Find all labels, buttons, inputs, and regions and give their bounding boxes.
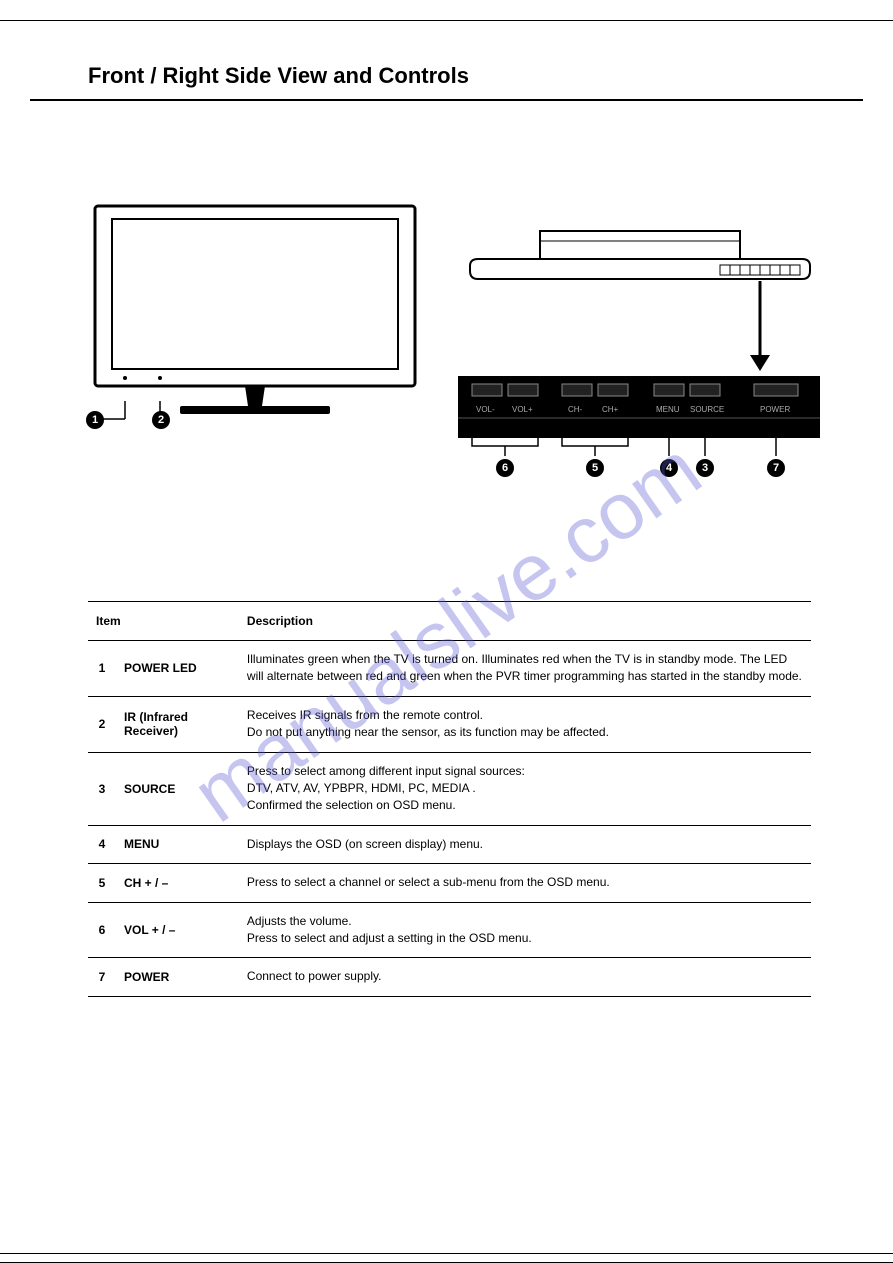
- table-row: 3 SOURCE Press to select among different…: [88, 752, 811, 825]
- table-row: 4 MENU Displays the OSD (on screen displ…: [88, 825, 811, 863]
- row-num: 6: [88, 902, 116, 958]
- callout-3: 3: [696, 459, 714, 477]
- row-desc: Receives IR signals from the remote cont…: [239, 696, 811, 752]
- controls-table: Item Description 1 POWER LED Illuminates…: [88, 601, 811, 997]
- row-desc: Press to select among different input si…: [239, 752, 811, 825]
- panel-label-ch-plus: CH+: [602, 405, 618, 414]
- table-row: 2 IR (Infrared Receiver) Receives IR sig…: [88, 696, 811, 752]
- row-num: 7: [88, 958, 116, 996]
- row-desc: Connect to power supply.: [239, 958, 811, 996]
- table-row: 1 POWER LED Illuminates green when the T…: [88, 641, 811, 697]
- panel-label-ch-minus: CH-: [568, 405, 582, 414]
- row-name: SOURCE: [116, 752, 239, 825]
- row-desc: Illuminates green when the TV is turned …: [239, 641, 811, 697]
- row-num: 2: [88, 696, 116, 752]
- row-desc: Adjusts the volume.Press to select and a…: [239, 902, 811, 958]
- table-row: 6 VOL + / – Adjusts the volume.Press to …: [88, 902, 811, 958]
- th-description: Description: [239, 602, 811, 641]
- row-name: VOL + / –: [116, 902, 239, 958]
- row-num: 4: [88, 825, 116, 863]
- row-desc: Displays the OSD (on screen display) men…: [239, 825, 811, 863]
- panel-label-vol-minus: VOL-: [476, 405, 495, 414]
- arrow-down-icon: [740, 281, 780, 371]
- row-name: POWER: [116, 958, 239, 996]
- front-callout-lines: [90, 401, 290, 461]
- row-num: 1: [88, 641, 116, 697]
- tv-front-diagram: [90, 201, 430, 431]
- page-title: Front / Right Side View and Controls: [30, 21, 863, 101]
- row-num: 5: [88, 864, 116, 902]
- panel-label-source: SOURCE: [690, 405, 724, 414]
- row-name: MENU: [116, 825, 239, 863]
- panel-label-power: POWER: [760, 405, 790, 414]
- callout-4: 4: [660, 459, 678, 477]
- table-row: 7 POWER Connect to power supply.: [88, 958, 811, 996]
- diagram-area: 1 2: [30, 121, 863, 541]
- callout-6: 6: [496, 459, 514, 477]
- callout-7: 7: [767, 459, 785, 477]
- th-item: Item: [88, 602, 239, 641]
- table-row: 5 CH + / – Press to select a channel or …: [88, 864, 811, 902]
- row-name: POWER LED: [116, 641, 239, 697]
- row-name: IR (Infrared Receiver): [116, 696, 239, 752]
- row-num: 3: [88, 752, 116, 825]
- row-name: CH + / –: [116, 864, 239, 902]
- callout-5: 5: [586, 459, 604, 477]
- callout-1: 1: [86, 411, 104, 429]
- panel-label-vol-plus: VOL+: [512, 405, 533, 414]
- panel-label-menu: MENU: [656, 405, 680, 414]
- callout-2: 2: [152, 411, 170, 429]
- row-desc: Press to select a channel or select a su…: [239, 864, 811, 902]
